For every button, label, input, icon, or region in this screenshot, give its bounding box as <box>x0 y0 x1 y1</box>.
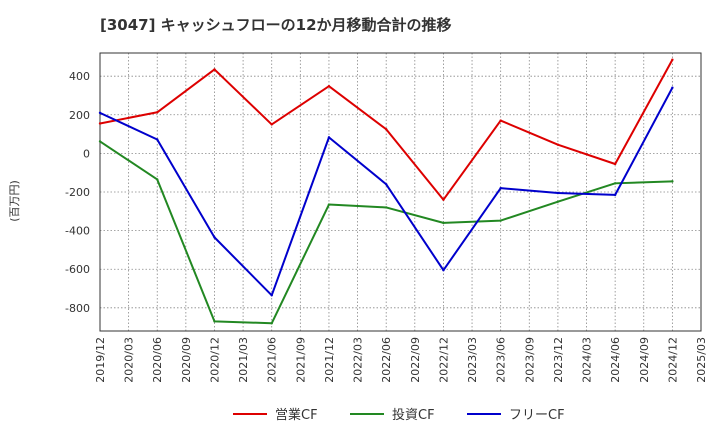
data-point <box>156 111 159 114</box>
data-point <box>499 119 502 122</box>
x-tick-label: 2019/12 <box>94 337 107 383</box>
y-tick-label: -600 <box>65 263 90 276</box>
x-tick-label: 2024/03 <box>581 337 594 383</box>
y-axis-label: (百万円) <box>8 180 21 222</box>
data-point <box>327 136 331 139</box>
x-tick-label: 2022/09 <box>409 337 422 383</box>
y-axis: -800 -600 -400 -200 0 200 400 <box>65 70 90 315</box>
data-point <box>613 182 617 185</box>
data-point <box>213 68 216 71</box>
data-point <box>98 122 102 125</box>
plot-area <box>100 53 701 331</box>
data-point <box>671 86 674 89</box>
series-group <box>98 58 674 325</box>
y-tick-label: -800 <box>65 302 90 315</box>
chart-title: [3047] キャッシュフローの12か月移動合計の推移 <box>100 16 452 34</box>
x-tick-label: 2024/09 <box>638 337 651 383</box>
grid <box>100 53 701 331</box>
data-point <box>213 320 216 323</box>
data-point <box>384 128 388 131</box>
x-tick-label: 2023/09 <box>523 337 536 383</box>
x-tick-label: 2025/03 <box>695 337 708 383</box>
x-tick-label: 2022/06 <box>380 337 393 383</box>
x-tick-label: 2024/06 <box>609 337 622 383</box>
data-point <box>384 183 388 186</box>
x-tick-label: 2021/06 <box>266 337 279 383</box>
data-point <box>499 219 502 222</box>
x-tick-label: 2020/03 <box>123 337 136 383</box>
data-point <box>98 111 102 115</box>
x-tick-label: 2023/12 <box>552 337 565 383</box>
data-point <box>556 191 560 195</box>
y-tick-label: 0 <box>83 147 90 160</box>
legend-label: フリーCF <box>509 408 565 423</box>
data-point <box>442 198 445 201</box>
x-tick-label: 2022/12 <box>437 337 450 383</box>
legend-label: 投資CF <box>392 407 435 423</box>
x-tick-label: 2021/12 <box>323 337 336 383</box>
x-tick-label: 2021/03 <box>237 337 250 383</box>
legend-label: 営業CF <box>275 407 318 423</box>
data-point <box>442 221 445 225</box>
data-point <box>671 180 674 183</box>
data-point <box>156 138 159 141</box>
x-tick-label: 2023/06 <box>495 337 508 383</box>
data-point <box>327 203 331 206</box>
data-point <box>213 236 216 239</box>
data-point <box>556 200 560 203</box>
data-point <box>270 294 273 297</box>
y-tick-label: -200 <box>65 186 90 199</box>
data-point <box>98 140 102 143</box>
plot-frame <box>99 52 702 332</box>
data-point <box>671 58 674 61</box>
data-point <box>384 206 388 209</box>
data-point <box>327 85 331 88</box>
data-point <box>270 322 273 325</box>
y-tick-label: 400 <box>69 70 90 83</box>
x-tick-label: 2020/09 <box>180 337 193 383</box>
x-tick-label: 2020/12 <box>208 337 221 383</box>
data-point <box>613 162 617 166</box>
y-tick-label: -400 <box>65 225 90 238</box>
x-tick-label: 2023/03 <box>466 337 479 383</box>
legend: 営業CF 投資CF フリーCF <box>233 407 565 423</box>
data-point <box>556 143 560 146</box>
data-point <box>613 193 617 197</box>
x-tick-label: 2020/06 <box>151 337 164 383</box>
data-point <box>442 268 445 272</box>
y-tick-label: 200 <box>69 109 90 122</box>
data-point <box>499 186 502 190</box>
data-point <box>270 123 273 126</box>
x-tick-label: 2022/03 <box>352 337 365 383</box>
data-point <box>156 178 159 181</box>
x-tick-label: 2024/12 <box>666 337 679 383</box>
x-tick-label: 2021/09 <box>294 337 307 383</box>
x-axis: 2019/12 2020/03 2020/06 2020/09 2020/12 2021/… <box>94 337 708 383</box>
